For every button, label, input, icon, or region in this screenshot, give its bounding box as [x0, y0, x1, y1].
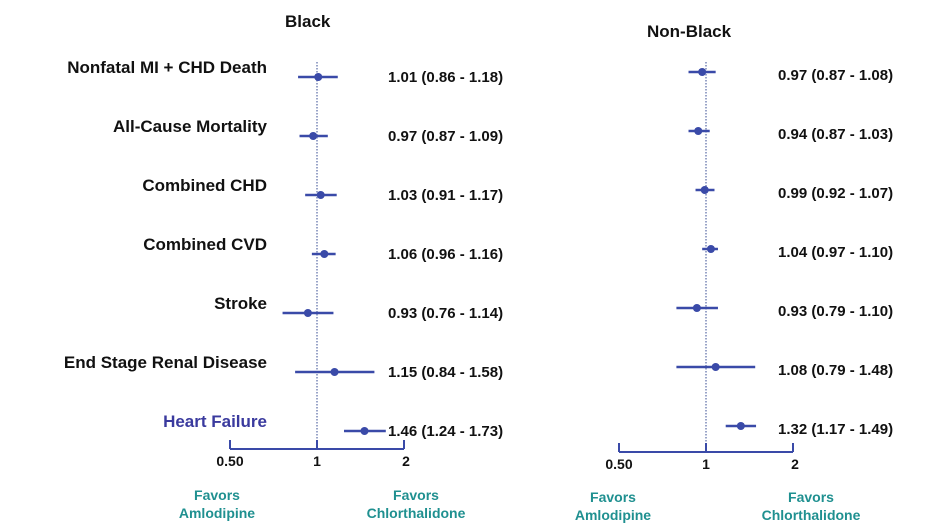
estimate-label: 0.93 (0.79 - 1.10) [778, 303, 894, 320]
point-estimate [314, 73, 323, 81]
point-estimate [692, 304, 701, 312]
outcome-label: Combined CVD [143, 235, 267, 254]
x-tick-label: 1 [313, 453, 321, 469]
point-estimate [309, 132, 318, 140]
point-estimate [706, 245, 715, 253]
outcome-label: End Stage Renal Disease [63, 353, 267, 372]
point-estimate [360, 427, 369, 435]
panel-title-black: Black [285, 12, 331, 31]
estimate-label: 1.01 (0.86 - 1.18) [388, 69, 504, 86]
point-estimate [303, 309, 312, 317]
favors-amlodipine-right: Favors Amlodipine [574, 489, 652, 523]
outcome-label: Nonfatal MI + CHD Death [67, 58, 267, 77]
point-estimate [330, 368, 339, 376]
estimate-label: 0.97 (0.87 - 1.08) [778, 67, 894, 84]
outcome-label: Stroke [214, 294, 267, 313]
favors-amlodipine-left: Favors Amlodipine [178, 487, 256, 521]
point-estimate [320, 250, 329, 258]
x-tick-label: 0.50 [216, 453, 243, 469]
point-estimate [316, 191, 325, 199]
panel-title-non-black: Non-Black [647, 22, 732, 41]
favors-chlorthalidone-left: Favors Chlorthalidone [366, 487, 466, 521]
estimate-label: 1.08 (0.79 - 1.48) [778, 362, 894, 379]
estimate-label: 1.46 (1.24 - 1.73) [388, 423, 504, 440]
x-tick-label: 0.50 [605, 456, 632, 472]
estimate-label: 1.15 (0.84 - 1.58) [388, 364, 504, 381]
estimate-label: 1.06 (0.96 - 1.16) [388, 246, 504, 263]
estimate-label: 0.99 (0.92 - 1.07) [778, 185, 894, 202]
favors-chlorthalidone-right: Favors Chlorthalidone [761, 489, 861, 523]
point-estimate [736, 422, 745, 430]
estimate-label: 0.93 (0.76 - 1.14) [388, 305, 504, 322]
outcome-label: Heart Failure [163, 412, 267, 431]
estimate-label: 0.97 (0.87 - 1.09) [388, 128, 504, 145]
estimate-label: 1.04 (0.97 - 1.10) [778, 244, 894, 261]
estimate-label: 1.03 (0.91 - 1.17) [388, 187, 504, 204]
outcome-label: All-Cause Mortality [113, 117, 267, 136]
point-estimate [694, 127, 703, 135]
point-estimate [700, 186, 709, 194]
x-tick-label: 2 [402, 453, 410, 469]
x-tick-label: 2 [791, 456, 799, 472]
estimate-label: 1.32 (1.17 - 1.49) [778, 421, 894, 438]
outcome-label: Combined CHD [142, 176, 267, 195]
point-estimate [711, 363, 720, 371]
x-tick-label: 1 [702, 456, 710, 472]
estimate-label: 0.94 (0.87 - 1.03) [778, 126, 894, 143]
point-estimate [698, 68, 707, 76]
